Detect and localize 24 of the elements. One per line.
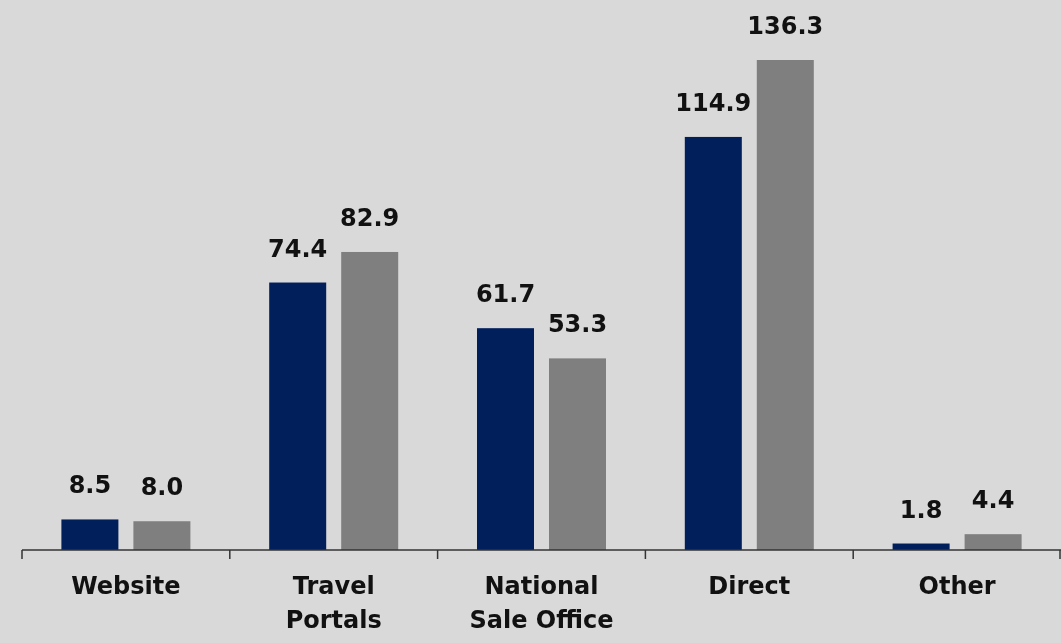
x-tick-label: Website: [71, 572, 181, 600]
bar: [341, 251, 399, 550]
bar: [756, 60, 814, 550]
bar: [61, 519, 119, 550]
x-tick-label: National Sale Office: [469, 572, 614, 634]
data-label: 53.3: [547, 310, 608, 339]
bar: [684, 136, 742, 550]
data-label: 8.0: [140, 473, 184, 502]
bar: [477, 328, 534, 550]
data-label: 8.5: [68, 471, 112, 500]
data-label: 136.3: [747, 12, 824, 40]
x-tick-label: Other: [918, 572, 996, 600]
x-tick-label: Travel Portals: [285, 572, 382, 634]
data-label: 82.9: [340, 203, 400, 232]
data-label: 74.4: [268, 234, 328, 263]
bar: [964, 534, 1022, 550]
bar: [269, 282, 327, 550]
bar: [133, 521, 191, 550]
x-tick-label: Direct: [708, 572, 791, 600]
bar: [549, 358, 606, 550]
data-label: 4.4: [971, 486, 1015, 515]
data-label: 114.9: [675, 88, 752, 117]
data-label: 1.8: [899, 495, 943, 524]
data-label: 61.7: [475, 280, 536, 309]
